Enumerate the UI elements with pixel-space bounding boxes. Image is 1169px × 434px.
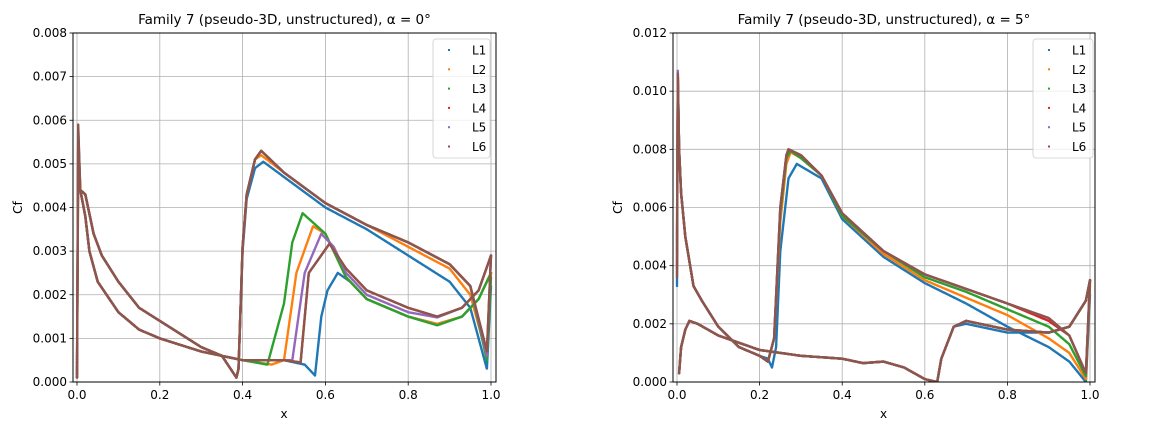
y-tick-label: 0.002: [33, 288, 67, 302]
x-tick-label: 1.0: [481, 388, 500, 402]
legend-label-l1: L1: [472, 44, 486, 58]
legend-marker-l2: [1048, 68, 1050, 71]
legend-label-l1: L1: [1072, 44, 1086, 58]
y-tick-label: 0.010: [633, 84, 667, 98]
y-tick-label: 0.000: [33, 375, 67, 389]
x-tick-label: 0.2: [150, 388, 169, 402]
legend-marker-l3: [1048, 87, 1050, 90]
legend-marker-l2: [448, 68, 450, 71]
x-tick-label: 0.4: [833, 388, 852, 402]
legend-label-l6: L6: [472, 140, 486, 154]
legend-marker-l4: [1048, 106, 1050, 109]
legend-marker-l4: [448, 106, 450, 109]
legend-label-l4: L4: [1072, 101, 1086, 115]
legend-marker-l3: [448, 87, 450, 90]
y-tick-label: 0.001: [33, 331, 67, 345]
plot-area: [75, 123, 493, 379]
y-axis-label: Cf: [11, 200, 25, 213]
series-l4-curve-2: [79, 188, 493, 364]
legend-label-l5: L5: [1072, 121, 1086, 135]
y-tick-label: 0.006: [633, 201, 667, 215]
y-tick-label: 0.008: [33, 26, 67, 40]
y-tick-label: 0.000: [633, 375, 667, 389]
x-axis-label: x: [880, 407, 887, 421]
legend-label-l2: L2: [1072, 63, 1086, 77]
y-tick-label: 0.007: [33, 70, 67, 84]
x-tick-label: 0.2: [750, 388, 769, 402]
chart-title: Family 7 (pseudo-3D, unstructured), α = …: [138, 12, 431, 28]
plot-area: [675, 69, 1092, 382]
series-l5-curve-2: [79, 188, 493, 362]
x-tick-label: 0.6: [316, 388, 335, 402]
legend-label-l4: L4: [472, 101, 486, 115]
x-axis-label: x: [280, 407, 287, 421]
y-tick-label: 0.002: [633, 317, 667, 331]
y-tick-label: 0.003: [33, 244, 67, 258]
y-tick-label: 0.012: [633, 26, 667, 40]
series-l5-curve-1: [75, 149, 493, 379]
y-tick-label: 0.004: [33, 201, 67, 215]
series-l3-curve-1: [75, 149, 493, 379]
x-tick-label: 0.0: [67, 388, 86, 402]
x-tick-label: 0.4: [233, 388, 252, 402]
series-l6-curve-1: [75, 123, 493, 379]
axes-frame: [672, 32, 1096, 383]
legend-marker-l1: [1048, 49, 1050, 51]
series-l6-curve-1: [675, 72, 1092, 375]
y-tick-label: 0.005: [33, 157, 67, 171]
chart-2: 0.0 0.2 0.4 0.6 0.8 1.0 0.000 0.002 0.004 0.006 0.…: [611, 12, 1100, 421]
legend-marker-l5: [448, 126, 450, 129]
x-tick-label: 0.0: [667, 388, 686, 402]
legend-label-l2: L2: [472, 63, 486, 77]
x-tick-label: 0.6: [915, 388, 934, 402]
legend-marker-l5: [1048, 126, 1050, 129]
y-tick-label: 0.006: [33, 113, 67, 127]
legend: L1 L2 L3 L4 L5 L6: [1032, 38, 1094, 159]
x-tick-label: 0.8: [998, 388, 1017, 402]
series-l6-curve-2: [79, 188, 493, 364]
legend-marker-l6: [1048, 145, 1050, 148]
y-tick-label: 0.008: [633, 142, 667, 156]
series-l1-curve-1: [675, 69, 1092, 382]
legend-label-l5: L5: [472, 121, 486, 135]
legend-marker-l6: [448, 145, 450, 148]
legend-box: [432, 38, 491, 159]
legend: L1 L2 L3 L4 L5 L6: [432, 38, 491, 159]
series-l2-curve-1: [75, 145, 493, 379]
legend-label-l6: L6: [1072, 140, 1086, 154]
y-tick-label: 0.004: [633, 259, 667, 273]
legend-marker-l1: [448, 49, 450, 51]
legend-label-l3: L3: [1072, 82, 1086, 96]
series-l6-curve-2: [677, 279, 1092, 382]
x-tick-label: 1.0: [1080, 388, 1099, 402]
chart-1: 0.0 0.2 0.4 0.6 0.8 1.0 0.000 0.001 0.002 0.003 0.…: [11, 12, 501, 421]
x-tick-label: 0.8: [399, 388, 418, 402]
series-l4-curve-1: [675, 72, 1092, 375]
axes-frame: [72, 32, 497, 383]
chart-title: Family 7 (pseudo-3D, unstructured), α = …: [738, 12, 1031, 28]
legend-label-l3: L3: [472, 82, 486, 96]
y-axis-label: Cf: [611, 200, 625, 213]
